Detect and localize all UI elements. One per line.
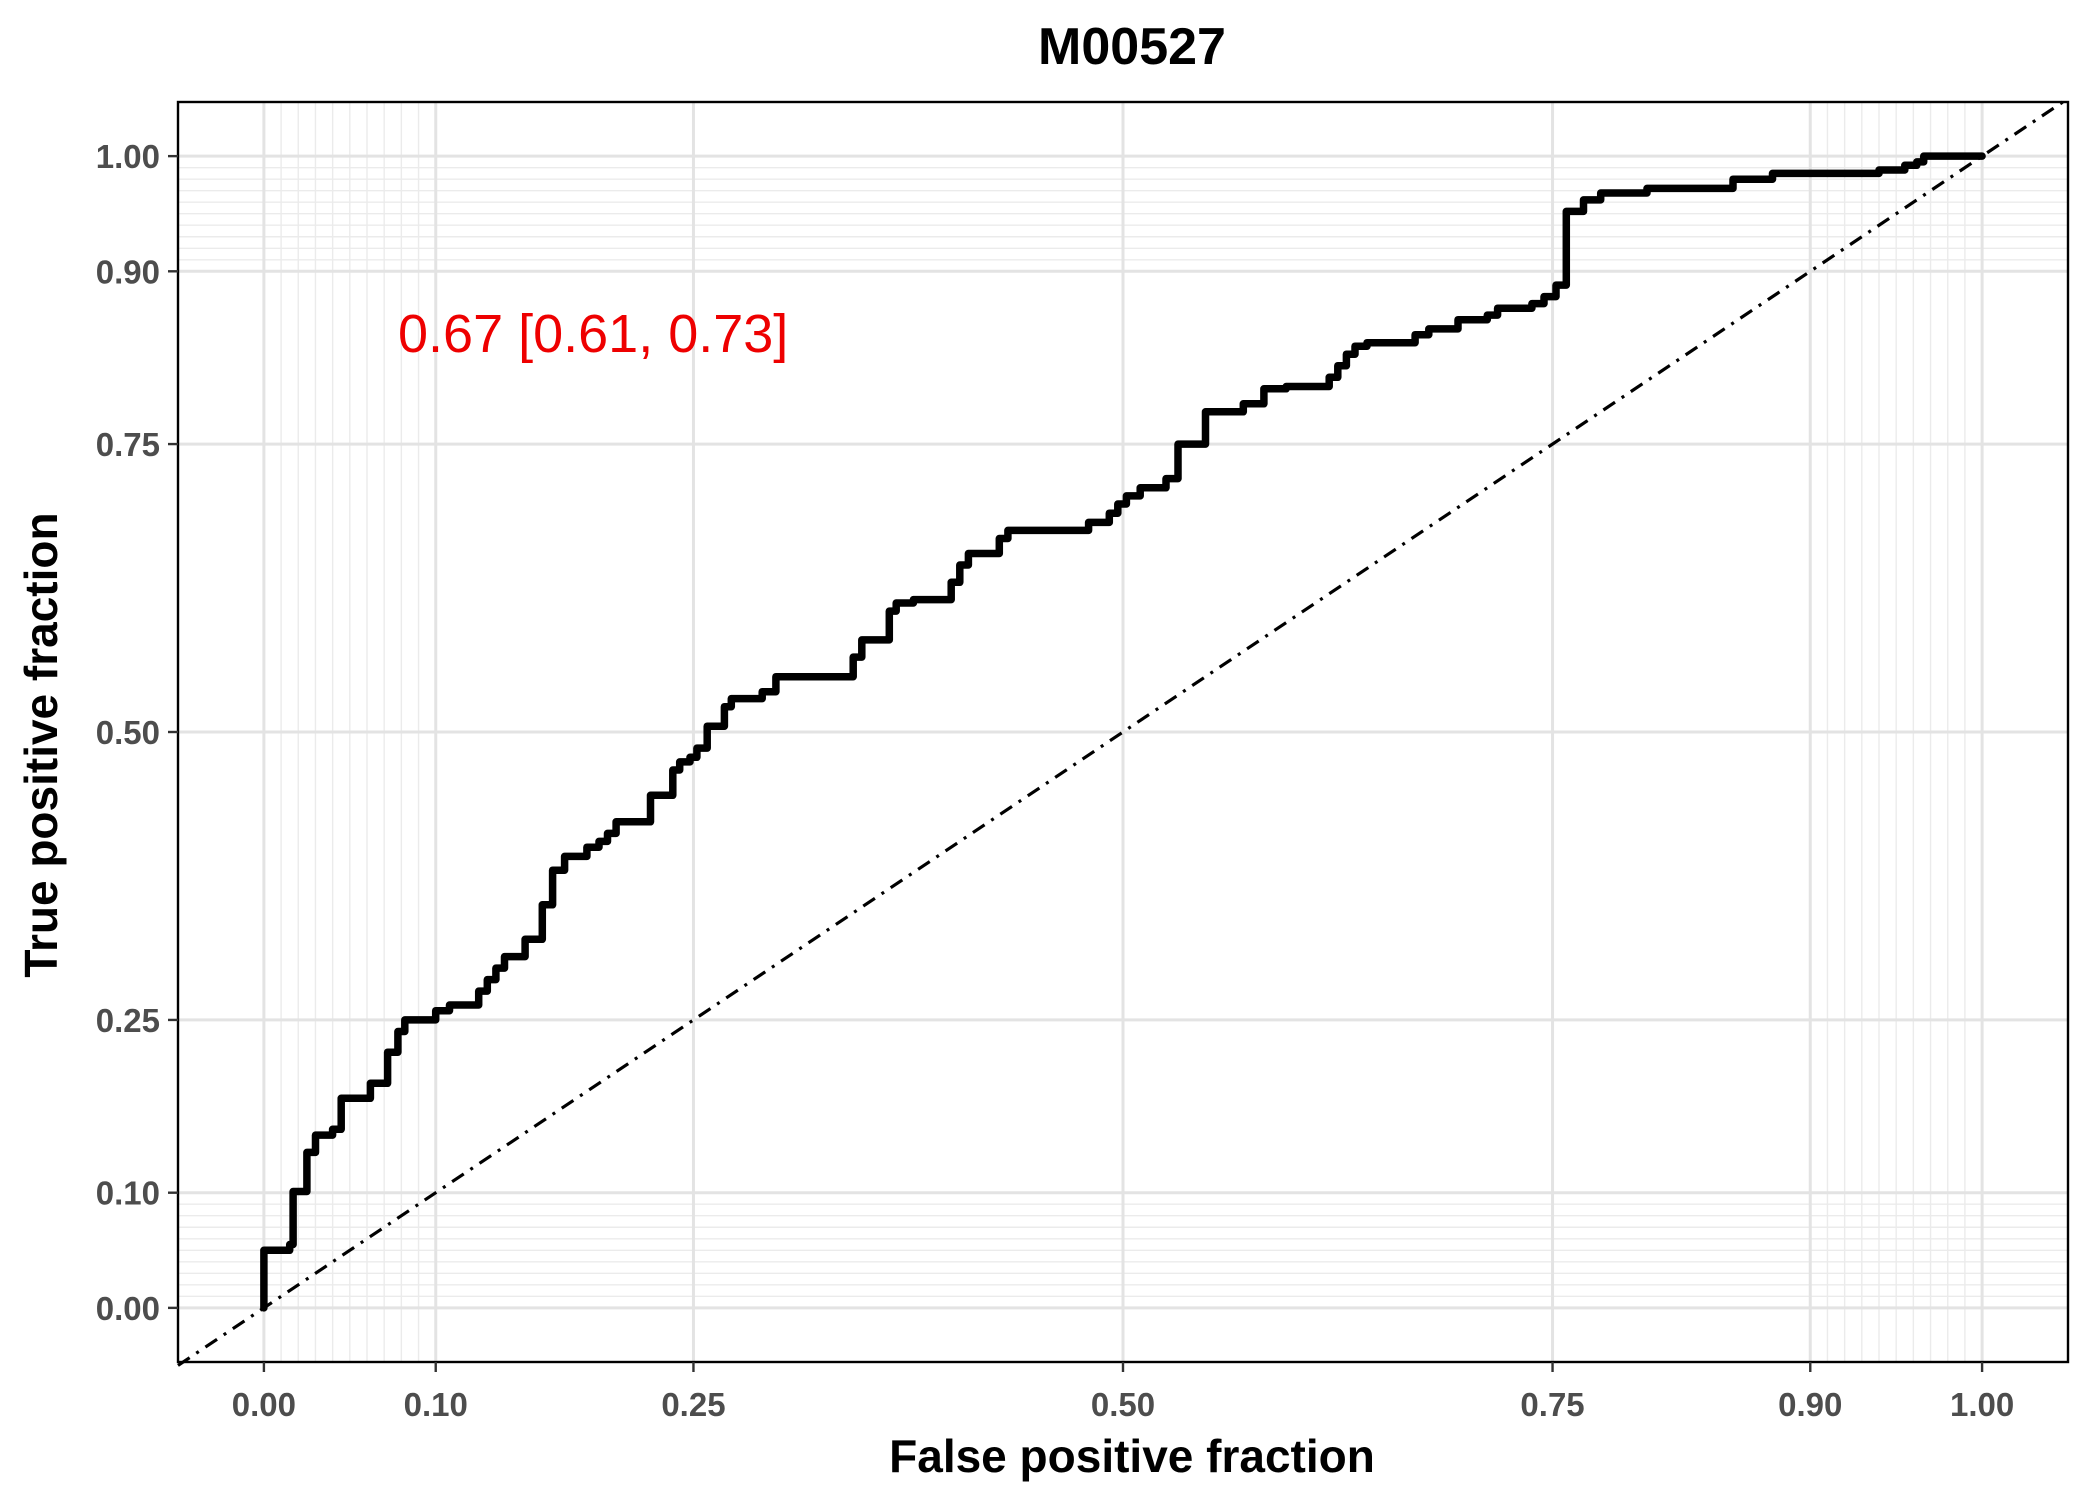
roc-curve-group xyxy=(260,152,1986,1312)
x-tick-label: 0.50 xyxy=(1091,1386,1155,1423)
roc-curve xyxy=(260,152,1986,1312)
x-tick-label: 0.75 xyxy=(1520,1386,1584,1423)
y-tick-label: 0.00 xyxy=(96,1290,160,1327)
x-tick-label: 0.10 xyxy=(404,1386,468,1423)
x-tick-label: 0.25 xyxy=(661,1386,725,1423)
gridlines xyxy=(178,102,2068,1362)
x-axis-title: False positive fraction xyxy=(889,1430,1375,1482)
auc-annotation: 0.67 [0.61, 0.73] xyxy=(398,304,788,364)
x-tick-label: 0.00 xyxy=(232,1386,296,1423)
y-tick-label: 0.50 xyxy=(96,714,160,751)
y-tick-label: 0.90 xyxy=(96,253,160,290)
x-tick-label: 1.00 xyxy=(1950,1386,2014,1423)
y-tick-label: 0.25 xyxy=(96,1002,160,1039)
x-axis-ticks: 0.00 0.10 0.25 0.50 0.75 0.90 1.00 xyxy=(232,1362,2014,1423)
y-tick-label: 0.10 xyxy=(96,1175,160,1212)
x-tick-label: 0.90 xyxy=(1778,1386,1842,1423)
y-axis-title: True positive fraction xyxy=(15,512,67,977)
y-tick-label: 1.00 xyxy=(96,138,160,175)
y-axis-ticks: 0.00 0.10 0.25 0.50 0.75 0.90 1.00 xyxy=(96,138,178,1327)
chart-title: M00527 xyxy=(1038,18,1226,76)
y-tick-label: 0.75 xyxy=(96,426,160,463)
